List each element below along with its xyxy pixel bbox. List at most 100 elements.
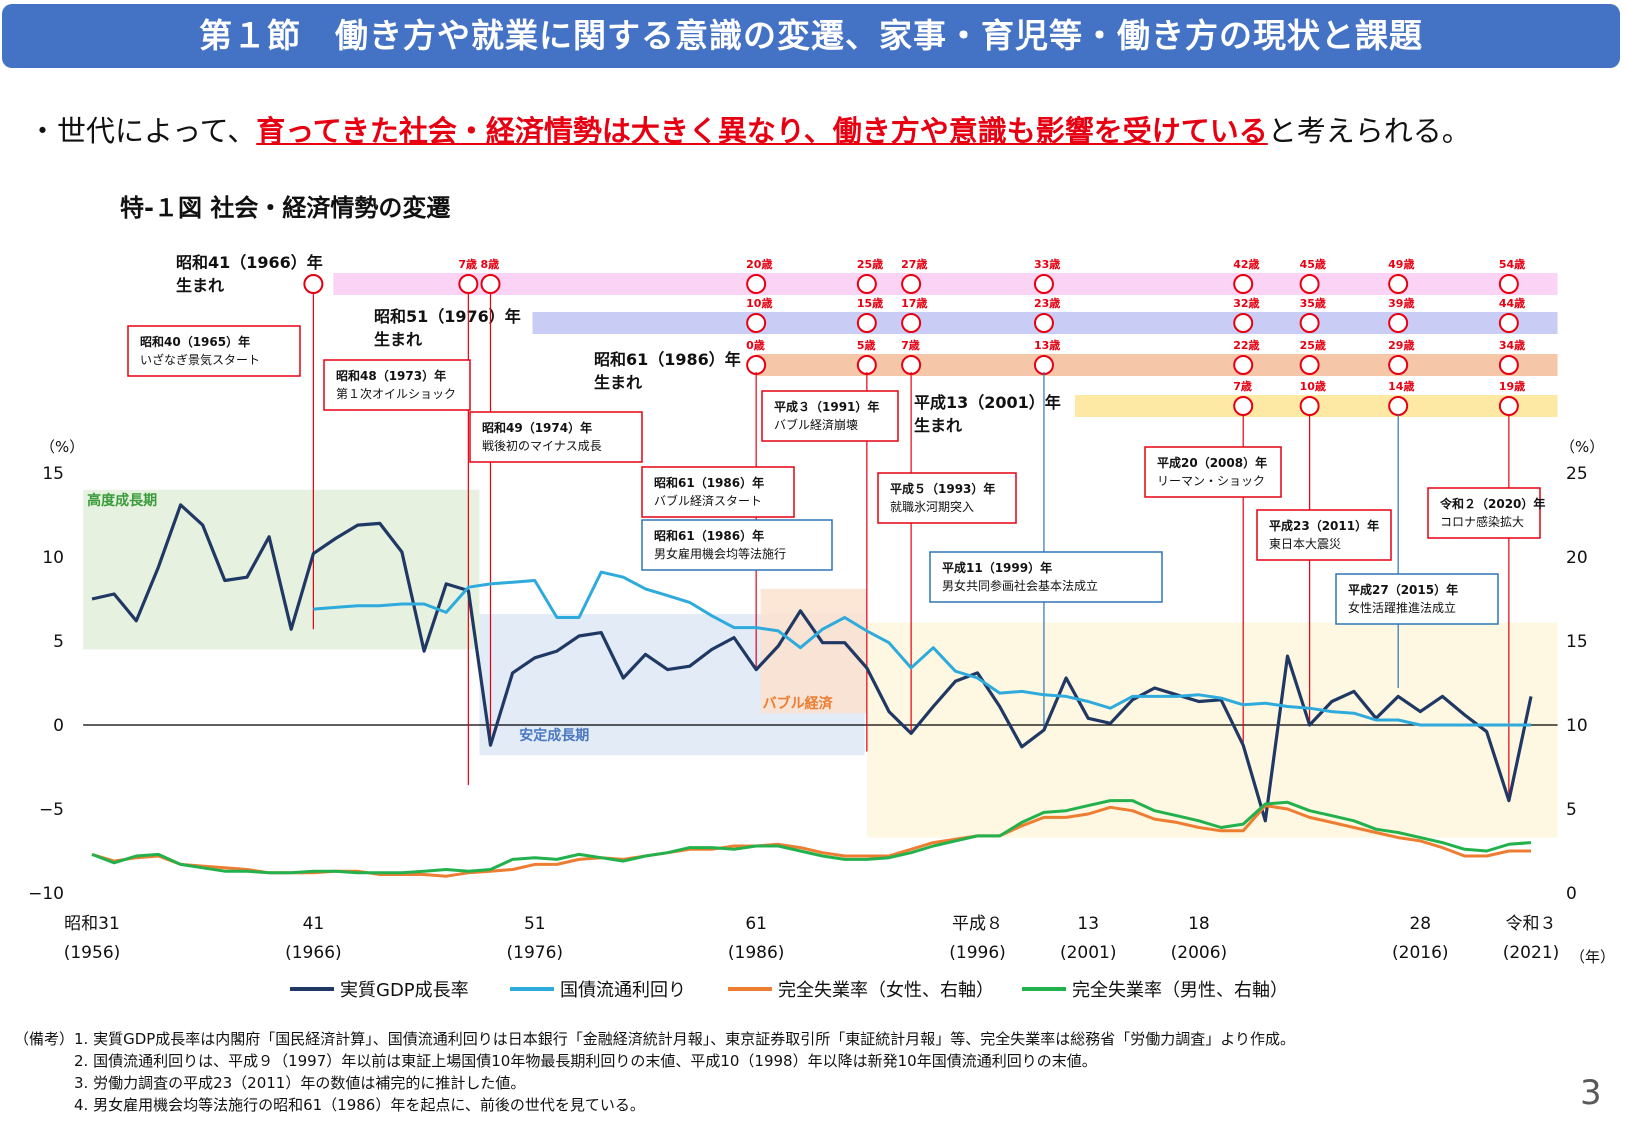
x-tick-year: (2001) bbox=[1060, 943, 1117, 963]
cohort-age-label: 44歳 bbox=[1499, 296, 1525, 310]
cohort-age-label: 7歳 bbox=[458, 257, 477, 271]
cohort-age-label: 17歳 bbox=[901, 296, 927, 310]
cohort-band bbox=[756, 354, 1558, 376]
cohort-age-label: 49歳 bbox=[1388, 257, 1414, 271]
event-text: バブル経済スタート bbox=[654, 493, 762, 508]
cohort-age-marker bbox=[1388, 396, 1409, 416]
x-tick-era: 61 bbox=[745, 914, 767, 934]
event-text: 就職氷河期突入 bbox=[890, 499, 974, 514]
cohort-age-marker bbox=[458, 274, 479, 294]
page-title: 第１節 働き方や就業に関する意識の変遷、家事・育児等・働き方の現状と課題 bbox=[199, 16, 1423, 55]
y-left-tick: 10 bbox=[42, 548, 64, 568]
event-box bbox=[469, 411, 643, 463]
period-band bbox=[866, 622, 1558, 838]
event-year: 昭和61（1986）年 bbox=[654, 475, 764, 490]
y-right-tick: 5 bbox=[1566, 800, 1577, 820]
cohort-label: 生まれ bbox=[374, 330, 422, 349]
figure-title: 特-１図 社会・経済情勢の変遷 bbox=[120, 194, 451, 222]
lead-sentence: ・世代によって、育ってきた社会・経済情勢は大きく異なり、働き方や意識も影響を受け… bbox=[28, 108, 1471, 150]
x-unit: （年） bbox=[1570, 948, 1615, 966]
event-year: 平成３（1991）年 bbox=[774, 399, 879, 414]
cohort-age-marker bbox=[1033, 355, 1054, 375]
event-year: 昭和49（1974）年 bbox=[482, 420, 592, 435]
cohort-label: 生まれ bbox=[594, 373, 642, 392]
x-tick-era: 昭和31 bbox=[64, 914, 120, 934]
event-year: 令和２（2020）年 bbox=[1439, 496, 1545, 511]
y-right-tick: 20 bbox=[1566, 548, 1588, 568]
event-text: 男女雇用機会均等法施行 bbox=[654, 546, 786, 561]
event-box bbox=[877, 472, 1017, 524]
y-left-tick: −5 bbox=[39, 800, 64, 820]
x-tick-year: (1976) bbox=[507, 943, 564, 963]
cohort-age-label: 7歳 bbox=[901, 338, 920, 352]
cohort-age-marker bbox=[1388, 274, 1409, 294]
x-tick-year: (1956) bbox=[64, 943, 121, 963]
page-number: 3 bbox=[1580, 1073, 1602, 1113]
event-text: バブル経済崩壊 bbox=[774, 417, 858, 432]
event-year: 平成５（1993）年 bbox=[890, 481, 995, 496]
y-right-unit: （%） bbox=[1560, 438, 1604, 456]
cohort-age-label: 23歳 bbox=[1034, 296, 1060, 310]
cohort-label: 昭和41（1966）年 bbox=[176, 253, 323, 272]
y-right-tick: 15 bbox=[1566, 632, 1588, 652]
cohort-age-label: 35歳 bbox=[1300, 296, 1326, 310]
cohort-age-label: 15歳 bbox=[857, 296, 883, 310]
cohort-age-label: 19歳 bbox=[1499, 379, 1525, 393]
x-tick-era: 令和３ bbox=[1506, 914, 1557, 934]
event-year: 昭和61（1986）年 bbox=[654, 528, 764, 543]
cohort-age-label: 39歳 bbox=[1388, 296, 1414, 310]
cohort-age-marker bbox=[1033, 274, 1054, 294]
event-text: 女性活躍推進法成立 bbox=[1348, 600, 1456, 615]
x-tick-year: (2006) bbox=[1171, 943, 1228, 963]
x-tick-era: 平成８ bbox=[952, 914, 1003, 934]
cohort-age-marker bbox=[1299, 274, 1320, 294]
cohort-band bbox=[333, 273, 1558, 295]
event-text: 東日本大震災 bbox=[1269, 537, 1341, 551]
cohort-age-marker bbox=[856, 274, 877, 294]
y-left-tick: 0 bbox=[53, 716, 64, 736]
event-box bbox=[1144, 446, 1282, 498]
y-left-tick: 15 bbox=[42, 464, 64, 484]
cohort-age-label: 33歳 bbox=[1034, 257, 1060, 271]
cohort-age-marker bbox=[1299, 396, 1320, 416]
event-box bbox=[929, 551, 1163, 603]
event-year: 平成20（2008）年 bbox=[1157, 455, 1267, 470]
event-year: 平成23（2011）年 bbox=[1269, 518, 1379, 533]
y-right-tick: 0 bbox=[1566, 884, 1577, 904]
event-year: 平成11（1999）年 bbox=[942, 560, 1052, 575]
period-band bbox=[760, 588, 867, 714]
lead-emphasis: 育ってきた社会・経済情勢は大きく異なり、働き方や意識も影響を受けている bbox=[256, 114, 1268, 148]
event-box bbox=[641, 519, 833, 571]
cohort-age-label: 14歳 bbox=[1388, 379, 1414, 393]
x-tick-year: (1996) bbox=[949, 943, 1006, 963]
x-tick-era: 18 bbox=[1188, 914, 1210, 934]
event-box bbox=[323, 359, 471, 411]
cohort-age-marker bbox=[856, 355, 877, 375]
cohort-age-marker bbox=[1233, 274, 1254, 294]
x-tick-year: (1966) bbox=[285, 943, 342, 963]
event-box bbox=[761, 390, 899, 442]
cohort-label: 昭和51（1976）年 bbox=[374, 307, 521, 326]
cohort-age-marker bbox=[1299, 355, 1320, 375]
cohort-age-label: 0歳 bbox=[746, 338, 765, 352]
event-box bbox=[1256, 509, 1392, 561]
cohort-age-marker bbox=[1388, 355, 1409, 375]
header-banner: 第１節 働き方や就業に関する意識の変遷、家事・育児等・働き方の現状と課題 bbox=[2, 4, 1620, 68]
x-tick-year: (2021) bbox=[1503, 943, 1560, 963]
cohort-age-marker bbox=[746, 355, 767, 375]
period-band bbox=[83, 489, 480, 650]
cohort-age-marker bbox=[1388, 313, 1409, 333]
series-line-2 bbox=[313, 570, 1531, 727]
period-label-high-growth: 高度成長期 bbox=[87, 492, 157, 509]
cohort-age-marker bbox=[746, 274, 767, 294]
notes: （備考）1. 実質GDP成長率は内閣府「国民経済計算」、国債流通利回りは日本銀行… bbox=[14, 1030, 1296, 1114]
cohort-age-label: 20歳 bbox=[746, 257, 772, 271]
event-box bbox=[1335, 573, 1499, 625]
y-left-unit: （%） bbox=[40, 438, 84, 456]
cohort-age-label: 8歳 bbox=[480, 257, 499, 271]
cohort-age-marker bbox=[901, 355, 922, 375]
event-text: 戦後初のマイナス成長 bbox=[482, 439, 602, 453]
x-tick-year: (2016) bbox=[1392, 943, 1449, 963]
cohort-age-label: 42歳 bbox=[1233, 257, 1259, 271]
